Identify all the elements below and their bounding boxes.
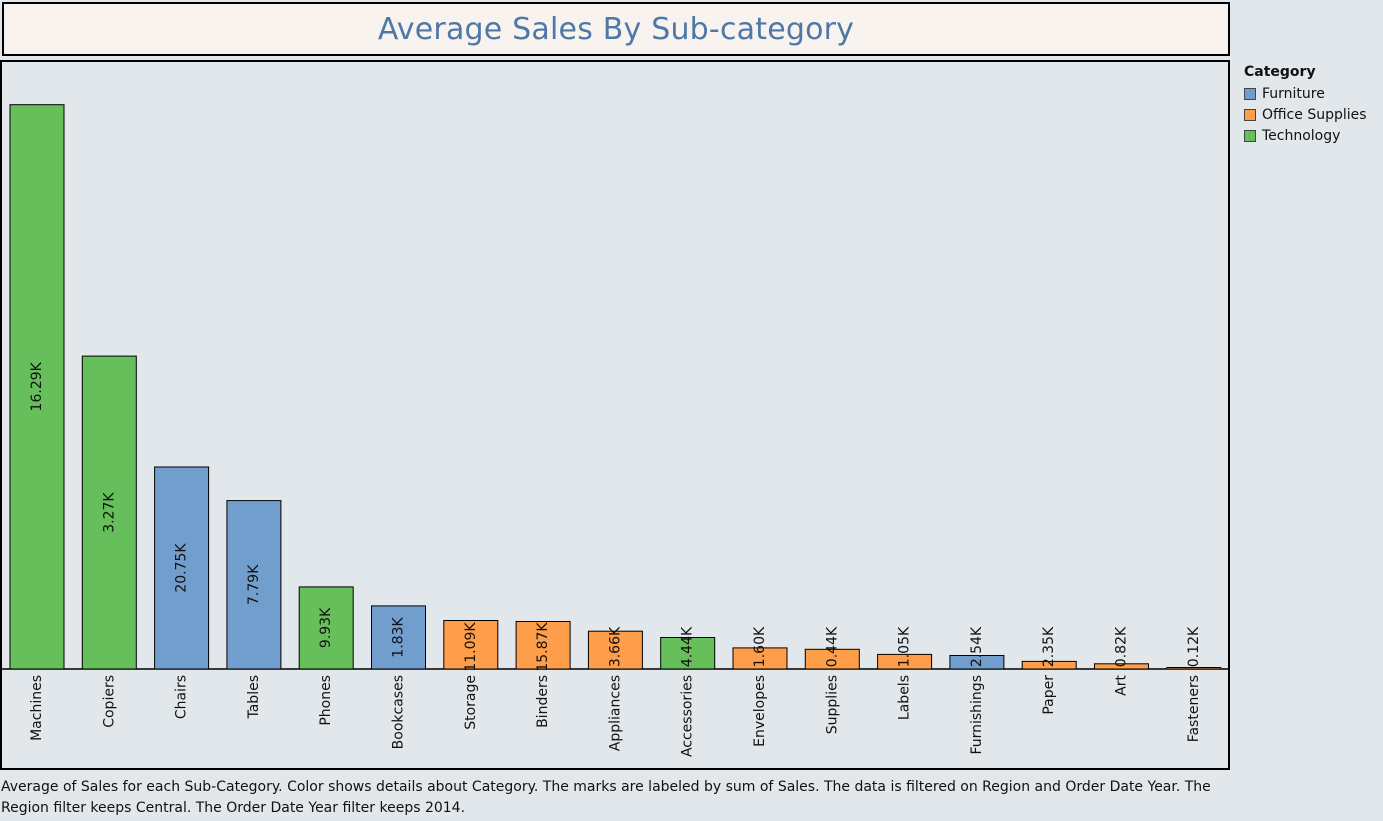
tick-label-labels: Labels — [897, 675, 913, 720]
tick-label-fasteners: Fasteners — [1186, 675, 1202, 742]
legend-label-technology: Technology — [1262, 127, 1341, 144]
plot-border — [0, 60, 1230, 770]
legend-swatch-furniture — [1244, 87, 1256, 100]
value-label-fasteners: 0.12K — [1186, 626, 1202, 667]
value-label-appliances: 3.66K — [607, 626, 623, 667]
legend-title: Category — [1244, 64, 1316, 80]
bar-phones[interactable] — [298, 586, 354, 670]
value-label-labels: 1.05K — [897, 626, 913, 667]
tick-label-accessories: Accessories — [680, 675, 696, 757]
bar-bookcases[interactable] — [371, 605, 426, 670]
legend: Category Furniture Office Supplies Techn… — [1244, 64, 1380, 146]
tick-label-machines: Machines — [29, 675, 45, 741]
value-label-accessories: 4.44K — [680, 626, 696, 667]
value-label-copiers: 3.27K — [101, 492, 117, 533]
tick-label-envelopes: Envelopes — [752, 675, 768, 747]
bar-tables[interactable] — [226, 500, 282, 670]
bar-furnishings[interactable] — [949, 655, 1005, 670]
value-label-paper: 2.35K — [1041, 626, 1057, 667]
bar-accessories[interactable] — [660, 637, 716, 670]
value-label-envelopes: 1.60K — [752, 626, 768, 667]
tick-label-tables: Tables — [246, 675, 262, 720]
tick-label-art: Art — [1114, 674, 1130, 695]
legend-swatch-technology — [1244, 129, 1256, 142]
bar-art[interactable] — [1094, 663, 1149, 670]
legend-label-furniture: Furniture — [1262, 85, 1325, 102]
bar-appliances[interactable] — [587, 630, 643, 670]
bars-layer: 16.29K Machines 3.27K Copiers 20.75K Chairs 7.… — [9, 104, 1222, 757]
legend-item-office-supplies[interactable]: Office Supplies — [1244, 104, 1380, 125]
tick-label-bookcases: Bookcases — [391, 675, 407, 749]
legend-label-office-supplies: Office Supplies — [1262, 106, 1367, 123]
value-label-storage: 11.09K — [463, 622, 479, 672]
bar-supplies[interactable] — [804, 648, 860, 670]
tick-label-furnishings: Furnishings — [969, 675, 985, 755]
value-label-machines: 16.29K — [29, 361, 45, 411]
tick-label-appliances: Appliances — [607, 675, 623, 751]
chart-caption: Average of Sales for each Sub-Category. … — [1, 779, 1211, 816]
legend-swatch-office-supplies — [1244, 108, 1256, 121]
tick-label-chairs: Chairs — [174, 675, 190, 719]
value-label-bookcases: 1.83K — [391, 617, 407, 658]
title-box: Average Sales By Sub-category — [2, 2, 1230, 56]
bar-labels[interactable] — [877, 653, 933, 670]
legend-item-technology[interactable]: Technology — [1244, 125, 1380, 146]
value-label-supplies: 0.44K — [824, 626, 840, 667]
value-label-binders: 15.87K — [535, 622, 551, 672]
chart-title: Average Sales By Sub-category — [377, 11, 855, 47]
tick-label-storage: Storage — [463, 675, 479, 730]
bar-envelopes[interactable] — [732, 647, 788, 670]
bar-machines[interactable] — [9, 104, 65, 670]
value-label-furnishings: 2.54K — [969, 626, 985, 667]
value-label-art: 0.82K — [1114, 626, 1130, 667]
chart-area: 16.29K Machines 3.27K Copiers 20.75K Chairs 7.… — [0, 60, 1230, 770]
bar-storage[interactable] — [443, 620, 499, 670]
bar-binders[interactable] — [515, 621, 571, 670]
value-label-chairs: 20.75K — [174, 543, 190, 593]
bar-copiers[interactable] — [81, 355, 137, 670]
tick-label-paper: Paper — [1041, 675, 1057, 715]
bar-paper[interactable] — [1021, 660, 1077, 670]
bar-fasteners[interactable] — [1166, 667, 1222, 670]
value-label-tables: 7.79K — [246, 564, 262, 605]
tick-label-supplies: Supplies — [824, 675, 840, 734]
tick-label-phones: Phones — [318, 675, 334, 726]
tick-label-binders: Binders — [535, 675, 551, 728]
bar-chairs[interactable] — [154, 466, 210, 670]
bar-chart: 16.29K Machines 3.27K Copiers 20.75K Chairs 7.… — [0, 60, 1230, 770]
value-label-phones: 9.93K — [318, 607, 334, 648]
legend-item-furniture[interactable]: Furniture — [1244, 83, 1380, 104]
tick-label-copiers: Copiers — [101, 675, 117, 728]
